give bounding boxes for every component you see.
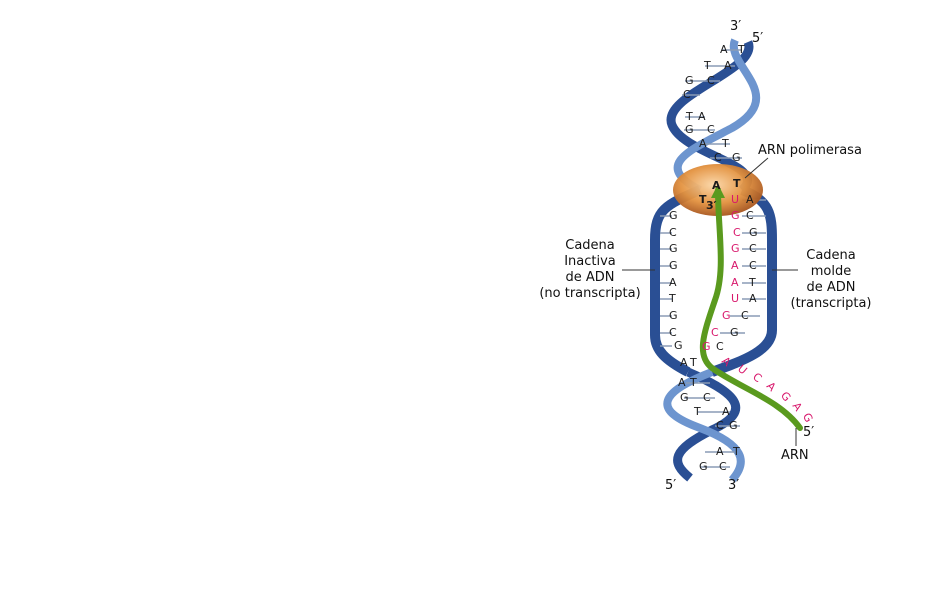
base: C [669,226,677,239]
base: A [724,59,732,72]
lower-rungs [684,382,740,468]
base: G [699,460,708,473]
base: C [749,242,757,255]
base: C [719,460,727,473]
polymerase-label: ARN polimerasa [758,143,862,158]
rna-label: ARN [781,448,809,463]
template-strand-line-1: Cadena [806,248,856,263]
dna-strand-bottom-b [663,368,745,483]
bottom-left-end-label: 5′ [665,478,677,493]
top-left-end-label: 3′ [730,19,742,34]
rna-base: G [702,340,711,353]
base: A [712,179,721,192]
template-strand-line-2: molde [810,264,852,279]
base: T [704,59,711,72]
inactive-strand-line-1: Cadena [565,238,615,253]
base: C [746,209,754,222]
base: A [678,376,686,389]
inactive-strand-label: Cadena Inactiva de ADN (no transcripta) [535,238,645,302]
base: C [669,326,677,339]
base: G [669,242,678,255]
inactive-strand-line-2: Inactiva [564,254,616,269]
rna-strand [699,187,803,431]
rna-base: A [731,276,739,289]
top-right-end-label: 5′ [752,31,764,46]
base: G [685,123,694,136]
polymerase-pointer [744,157,769,179]
base: T [669,292,676,305]
base: T [699,193,707,206]
base: C [703,391,711,404]
rna-base: G [731,242,740,255]
rna-base: C [733,226,741,239]
base: C [683,88,691,101]
base: A [722,405,730,418]
base: C [741,309,749,322]
base: A [720,43,728,56]
base: G [685,74,694,87]
inactive-strand-line-4: (no transcripta) [539,286,641,301]
rna-arrowhead [711,184,725,198]
template-strand-line-4: (transcripta) [790,296,872,311]
base: C [707,74,715,87]
template-strand-line-3: de ADN [806,280,856,295]
base: A [699,137,707,150]
dna-strand-top-b [673,38,761,194]
template-strand-label: Cadena molde de ADN (transcripta) [783,248,879,312]
base: C [716,340,724,353]
base: G [669,209,678,222]
base: T [722,137,729,150]
base: C [714,151,722,164]
upper-rungs [682,49,742,159]
rna-base: G [731,209,740,222]
base: A [698,110,706,123]
base: G [669,259,678,272]
base: T [694,405,701,418]
base: G [669,309,678,322]
dna-inactive-strand [650,185,702,377]
base: T [738,43,745,56]
base: A [749,292,757,305]
base: T [749,276,756,289]
base: T [733,445,740,458]
base: A [680,356,688,369]
base: G [730,326,739,339]
base: T [733,177,741,190]
base: A [716,445,724,458]
rna-base: U [731,292,740,305]
rna-base: C [711,326,719,339]
base: C [707,123,715,136]
base: A [746,193,754,206]
rna-3-end-label: 3′ [706,199,717,212]
base: T [690,356,697,369]
inactive-strand-line-3: de ADN [565,270,615,285]
base: G [729,419,738,432]
dna-template-strand [710,185,777,377]
base: G [732,151,741,164]
rna-base: G [722,309,731,322]
rna-5-end-label: 5′ [803,425,815,440]
base: G [749,226,758,239]
rna-base: A [731,259,739,272]
rna-base: U [731,193,740,206]
base: C [749,259,757,272]
base: T [686,110,693,123]
base: G [680,391,689,404]
base: T [690,376,697,389]
base: C [716,419,724,432]
bottom-right-end-label: 3′ [728,478,740,493]
base: G [674,339,683,352]
base: A [669,276,677,289]
